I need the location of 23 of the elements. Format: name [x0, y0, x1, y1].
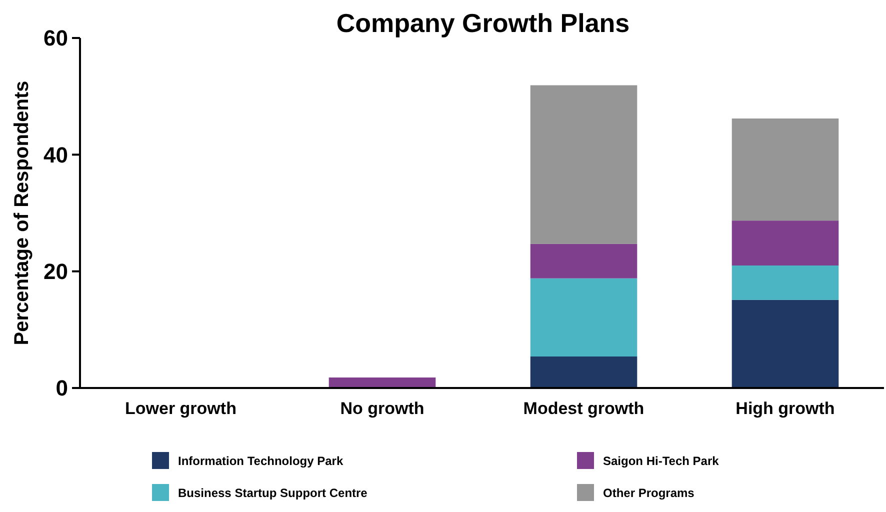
- bar: [530, 278, 638, 356]
- legend-label: Business Startup Support Centre: [178, 486, 368, 500]
- x-tick-label: No growth: [340, 399, 424, 418]
- legend-label: Information Technology Park: [178, 454, 344, 468]
- bar: [732, 118, 839, 221]
- bar: [530, 85, 638, 244]
- bar: [328, 378, 436, 388]
- legend-label: Other Programs: [603, 486, 695, 500]
- legend-label: Saigon Hi-Tech Park: [603, 454, 720, 468]
- y-tick-label: 0: [56, 376, 68, 401]
- y-tick-label: 60: [44, 26, 68, 51]
- bar: [530, 356, 638, 388]
- chart-title: Company Growth Plans: [336, 8, 630, 38]
- y-tick-label: 40: [44, 142, 68, 168]
- x-tick-label: Lower growth: [125, 399, 236, 418]
- x-tick-label: Modest growth: [523, 399, 644, 418]
- bar: [732, 300, 839, 388]
- bar: [732, 266, 839, 300]
- bar: [530, 244, 638, 278]
- x-tick-label: High growth: [736, 399, 835, 418]
- bar: [732, 220, 839, 266]
- y-tick-label: 20: [44, 259, 68, 284]
- y-axis-title: Percentage of Respondents: [11, 80, 33, 346]
